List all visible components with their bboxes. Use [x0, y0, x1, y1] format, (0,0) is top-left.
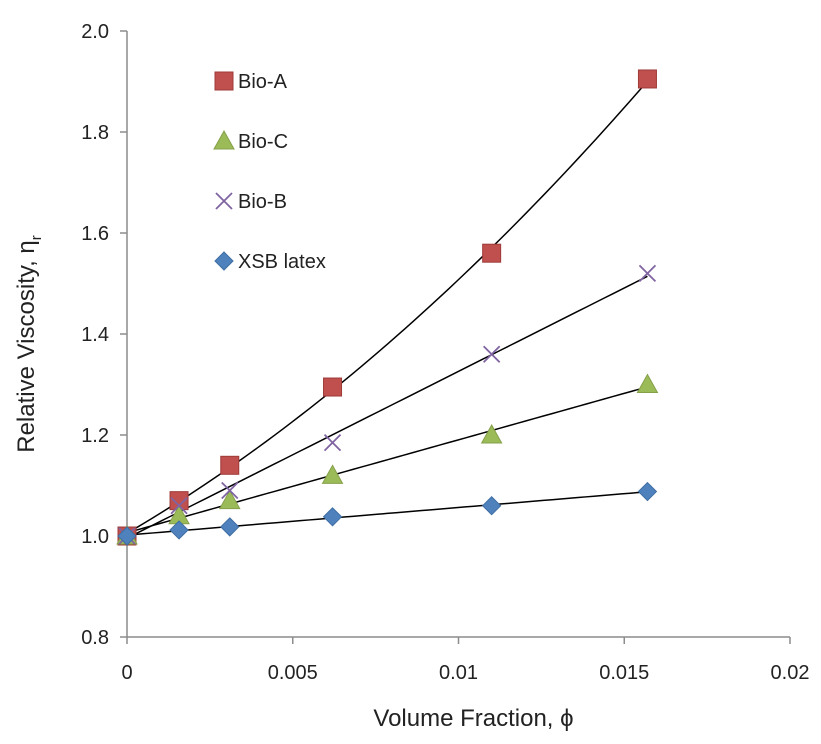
trend-line-bio-a [126, 80, 649, 534]
legend-label-bio-c: Bio-C [238, 131, 288, 153]
trend-line-bio-b [126, 275, 648, 539]
data-point-bio-b [638, 264, 657, 283]
y-axis-title-main: Relative Viscosity, η [13, 240, 40, 453]
y-tick-label: 1.2 [81, 425, 109, 447]
data-point-bio-a [637, 69, 657, 89]
data-point-bio-a [220, 455, 240, 475]
data-point-bio-b [170, 497, 188, 515]
y-tick-label: 1.0 [81, 526, 109, 548]
trend-line-xsb-latex [126, 491, 648, 536]
legend-marker-bio-b [215, 192, 233, 210]
y-tick-label: 1.8 [81, 122, 109, 144]
legend-marker-bio-a [214, 71, 234, 91]
y-axis-title-subscript: r [28, 235, 45, 240]
axes: 0.8 1.0 1.2 1.4 1.6 1.8 2.0 0 0.005 0.01 0.015 0.02 [81, 21, 809, 684]
data-point-xsb-latex [322, 507, 343, 527]
x-tick-label: 0.02 [771, 662, 810, 684]
data-point-bio-c [218, 489, 241, 510]
legend: Bio-A Bio-C Bio-B XSB latex [213, 71, 326, 273]
data-point-bio-c [636, 373, 659, 393]
data-point-xsb-latex [220, 517, 240, 537]
data-point-xsb-latex [117, 526, 137, 546]
data-point-xsb-latex [481, 495, 502, 516]
data-point-bio-c [321, 464, 344, 484]
x-tick-label: 0.01 [439, 662, 478, 684]
x-axis-title: Volume Fraction, ϕ [373, 705, 573, 732]
y-tick-label: 0.8 [81, 627, 109, 649]
legend-label-bio-b: Bio-B [238, 191, 287, 213]
data-point-bio-b [221, 481, 239, 500]
data-point-bio-a [482, 243, 502, 263]
x-tick-label: 0.005 [268, 662, 318, 684]
data-point-xsb-latex [637, 481, 658, 502]
legend-label-bio-a: Bio-A [238, 71, 288, 93]
y-tick-label: 2.0 [81, 21, 109, 43]
data-point-xsb-latex [169, 520, 189, 540]
trend-lines [126, 80, 649, 539]
legend-label-xsb-latex: XSB latex [238, 251, 326, 273]
trend-line-bio-c [126, 386, 648, 534]
x-tick-label: 0 [121, 662, 132, 684]
data-point-bio-b [323, 433, 342, 452]
data-point-bio-a [323, 377, 343, 397]
y-tick-label: 1.4 [81, 324, 109, 346]
data-points [116, 69, 659, 546]
y-tick-label: 1.6 [81, 223, 109, 245]
legend-marker-bio-c [213, 129, 235, 150]
legend-marker-xsb-latex [214, 251, 234, 271]
data-point-bio-c [480, 423, 503, 444]
y-axis-title: Relative Viscosity, ηr [13, 235, 45, 453]
x-tick-label: 0.015 [599, 662, 649, 684]
data-point-bio-b [483, 345, 501, 363]
